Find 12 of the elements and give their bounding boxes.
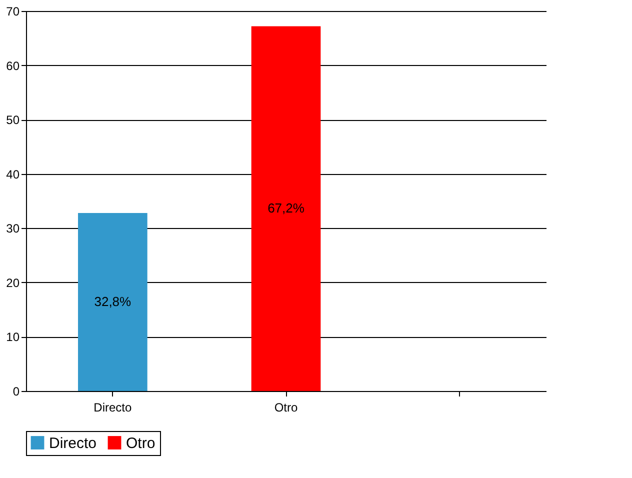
- y-tick-label: 70: [6, 4, 20, 18]
- y-tick-label: 0: [12, 384, 20, 398]
- data-label: 67,2%: [268, 200, 305, 216]
- y-tick-label: 50: [6, 113, 20, 128]
- y-tick-label: 30: [6, 222, 20, 236]
- y-tick-label: 40: [6, 167, 20, 182]
- y-tick-label: 10: [6, 330, 20, 344]
- y-tick-label: 20: [6, 276, 20, 290]
- y-tick-label: 60: [6, 58, 20, 73]
- legend-label: Otro: [126, 434, 156, 452]
- data-label: 32,8%: [94, 294, 132, 309]
- legend-label: Directo: [49, 434, 97, 452]
